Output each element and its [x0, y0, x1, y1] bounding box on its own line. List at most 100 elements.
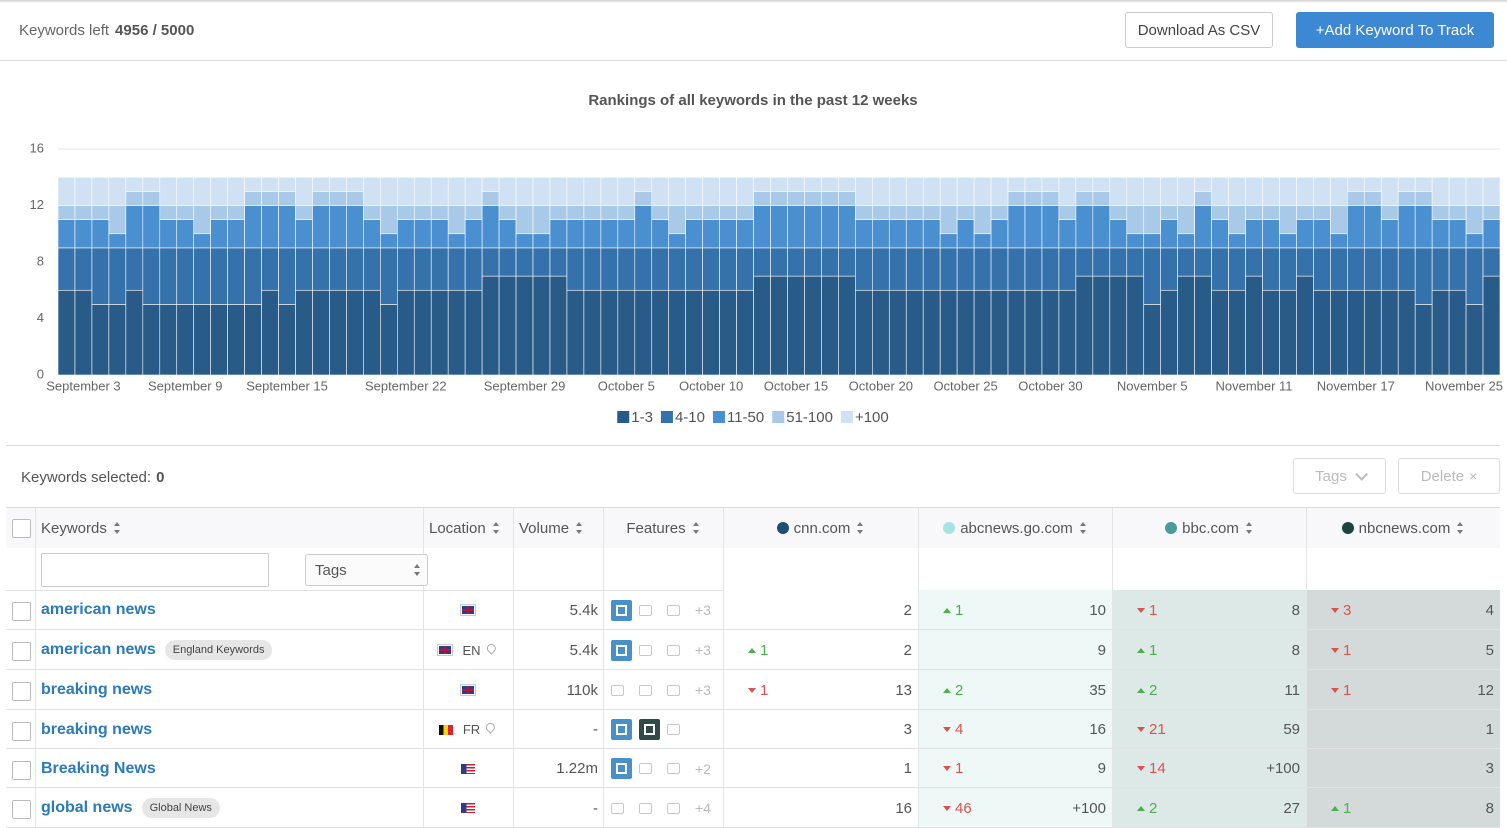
- bar-segment: [176, 304, 195, 376]
- bar-segment: [363, 176, 381, 206]
- column-divider: [918, 507, 919, 828]
- column-header[interactable]: cnn.com: [729, 508, 912, 548]
- bar-segment: [1194, 247, 1212, 277]
- bar-segment: [532, 233, 551, 249]
- column-header[interactable]: abcnews.go.com: [924, 508, 1106, 548]
- bar-segment: [1194, 275, 1212, 376]
- bar-segment: [1431, 205, 1450, 220]
- bar-segment: [464, 289, 483, 376]
- bar-segment: [855, 219, 873, 249]
- delete-button[interactable]: Delete ×: [1398, 458, 1500, 494]
- row-checkbox[interactable]: [12, 642, 31, 661]
- bar-segment: [1363, 289, 1382, 376]
- bar-segment: [719, 176, 737, 206]
- bar-segment: [515, 275, 534, 376]
- bar-segment: [1330, 247, 1348, 291]
- column-header[interactable]: bbc.com: [1118, 508, 1300, 548]
- add-keyword-button[interactable]: +Add Keyword To Track: [1296, 12, 1494, 48]
- column-header[interactable]: Location: [429, 508, 507, 548]
- keyword-link[interactable]: Breaking News: [41, 759, 156, 777]
- rank-change: 21: [1137, 710, 1166, 749]
- bar-segment: [1160, 219, 1178, 249]
- bar-segment: [193, 233, 211, 249]
- keyword-link[interactable]: breaking news: [41, 720, 153, 738]
- bar-segment: [939, 233, 958, 249]
- row-checkbox[interactable]: [12, 722, 31, 741]
- feature-icon: [611, 599, 632, 621]
- bar-segment: [1177, 275, 1195, 376]
- bar-segment: [1109, 219, 1128, 249]
- tags-button[interactable]: Tags: [1293, 458, 1386, 494]
- bar-segment: [481, 275, 500, 376]
- feature-icon: [639, 719, 660, 740]
- bar-segment: [227, 304, 245, 376]
- bar-segment: [651, 219, 670, 249]
- bar-segment: [668, 233, 686, 249]
- column-header[interactable]: Features: [609, 508, 717, 548]
- change-arrow: [1137, 727, 1145, 732]
- bar-segment: [583, 289, 602, 376]
- features-cell: +4: [611, 788, 711, 828]
- bar-segment: [1330, 289, 1348, 376]
- row-checkbox[interactable]: [12, 602, 31, 621]
- bar-segment: [600, 289, 619, 376]
- sort-icon: [1456, 522, 1464, 534]
- row-checkbox[interactable]: [12, 761, 31, 780]
- keyword-link[interactable]: american news: [41, 641, 156, 658]
- column-header[interactable]: Volume: [519, 508, 597, 548]
- row-checkbox[interactable]: [12, 800, 31, 819]
- column-divider: [603, 507, 604, 828]
- bar-segment: [108, 304, 127, 376]
- rank-change: 1: [943, 749, 963, 788]
- feature-more: +4: [695, 800, 711, 816]
- bar-segment: [447, 289, 466, 376]
- bar-segment: [295, 289, 313, 376]
- bar-segment: [1007, 205, 1026, 249]
- chart: Rankings of all keywords in the past 12 …: [30, 92, 1503, 426]
- bar-segment: [1194, 191, 1212, 206]
- keyword-link[interactable]: global news: [41, 799, 133, 816]
- rank-change: 1: [1331, 788, 1351, 828]
- legend-label: 51-100: [786, 409, 833, 426]
- keyword-link[interactable]: breaking news: [41, 681, 153, 698]
- row-checkbox[interactable]: [12, 682, 31, 701]
- bar-segment: [1126, 247, 1145, 277]
- change-arrow: [1331, 687, 1339, 693]
- download-button[interactable]: Download As CSV: [1125, 12, 1273, 48]
- sort-icon: [692, 522, 700, 534]
- bar-segment: [1279, 233, 1297, 249]
- bar-segment: [312, 289, 330, 376]
- bar-segment: [1380, 247, 1399, 291]
- bar-segment: [142, 191, 161, 206]
- bar-segment: [1245, 247, 1263, 277]
- bar-segment: [1143, 247, 1162, 305]
- bar-segment: [210, 219, 228, 249]
- bar-segment: [753, 205, 771, 249]
- change-value: 2: [955, 681, 964, 699]
- bar-segment: [210, 205, 228, 220]
- header-checkbox[interactable]: [12, 519, 31, 538]
- bar-segment: [244, 247, 262, 305]
- x-tick-label: October 15: [764, 378, 828, 393]
- column-header[interactable]: Keywords: [41, 508, 417, 548]
- keyword-filter-input[interactable]: [41, 553, 269, 587]
- rank: 8: [1291, 641, 1300, 659]
- bar-segment: [481, 191, 500, 206]
- bar-segment: [1109, 176, 1128, 206]
- bar-segment: [532, 275, 551, 376]
- features-cell: +3: [611, 630, 711, 670]
- bar-segment: [1347, 289, 1365, 376]
- rank: +100: [1266, 760, 1300, 777]
- bar-segment: [91, 304, 110, 376]
- rank: 8: [1291, 601, 1300, 619]
- bar-segment: [1347, 205, 1365, 249]
- bar-segment: [481, 205, 500, 249]
- column-header[interactable]: nbcnews.com: [1312, 508, 1494, 548]
- keyword-link[interactable]: american news: [41, 601, 156, 618]
- rank: 9: [1097, 641, 1106, 659]
- bar-segment: [668, 247, 686, 291]
- tags-filter-select[interactable]: Tags: [305, 554, 428, 586]
- rank-change: 14: [1137, 749, 1166, 788]
- change-value: 14: [1149, 760, 1166, 777]
- location-code: EN: [462, 642, 481, 658]
